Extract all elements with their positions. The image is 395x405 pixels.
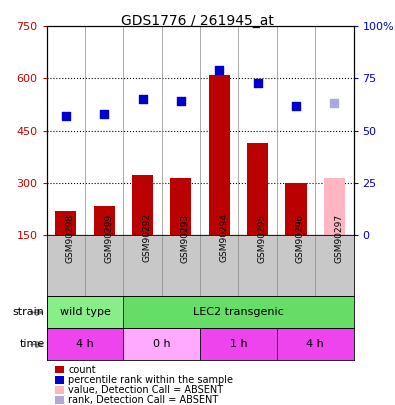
Text: LEC2 transgenic: LEC2 transgenic bbox=[193, 307, 284, 318]
Text: GSM90297: GSM90297 bbox=[334, 213, 343, 262]
Bar bbox=[47, 328, 123, 360]
Bar bbox=[286, 183, 307, 235]
Text: 1 h: 1 h bbox=[229, 339, 247, 350]
Point bbox=[216, 67, 222, 73]
Bar bbox=[55, 211, 76, 235]
Bar bbox=[247, 143, 268, 235]
Bar bbox=[94, 207, 115, 235]
Text: GSM90292: GSM90292 bbox=[143, 213, 152, 262]
Bar bbox=[200, 328, 277, 360]
Bar bbox=[132, 175, 153, 235]
Text: GSM90295: GSM90295 bbox=[258, 213, 267, 262]
Bar bbox=[277, 328, 354, 360]
Point bbox=[331, 100, 337, 107]
Text: count: count bbox=[68, 365, 96, 375]
Point bbox=[139, 96, 146, 102]
Text: 0 h: 0 h bbox=[153, 339, 171, 350]
Text: value, Detection Call = ABSENT: value, Detection Call = ABSENT bbox=[68, 385, 224, 395]
Bar bbox=[47, 296, 123, 328]
Text: GSM90299: GSM90299 bbox=[104, 213, 113, 262]
Text: percentile rank within the sample: percentile rank within the sample bbox=[68, 375, 233, 385]
Bar bbox=[123, 296, 354, 328]
Bar bbox=[324, 177, 345, 235]
Bar bbox=[123, 328, 200, 360]
Text: GSM90296: GSM90296 bbox=[296, 213, 305, 262]
Text: GDS1776 / 261945_at: GDS1776 / 261945_at bbox=[121, 14, 274, 28]
Point bbox=[254, 79, 261, 86]
Text: rank, Detection Call = ABSENT: rank, Detection Call = ABSENT bbox=[68, 395, 218, 405]
Text: GSM90298: GSM90298 bbox=[66, 213, 75, 262]
Text: time: time bbox=[19, 339, 45, 350]
Text: wild type: wild type bbox=[60, 307, 111, 318]
Text: 4 h: 4 h bbox=[306, 339, 324, 350]
Point bbox=[293, 102, 299, 109]
Text: 4 h: 4 h bbox=[76, 339, 94, 350]
Point bbox=[63, 113, 69, 119]
Point bbox=[101, 111, 107, 117]
Text: GSM90293: GSM90293 bbox=[181, 213, 190, 262]
Text: GSM90294: GSM90294 bbox=[219, 213, 228, 262]
Bar bbox=[209, 75, 230, 235]
Point bbox=[178, 98, 184, 104]
Bar bbox=[170, 178, 192, 235]
Text: strain: strain bbox=[13, 307, 45, 318]
